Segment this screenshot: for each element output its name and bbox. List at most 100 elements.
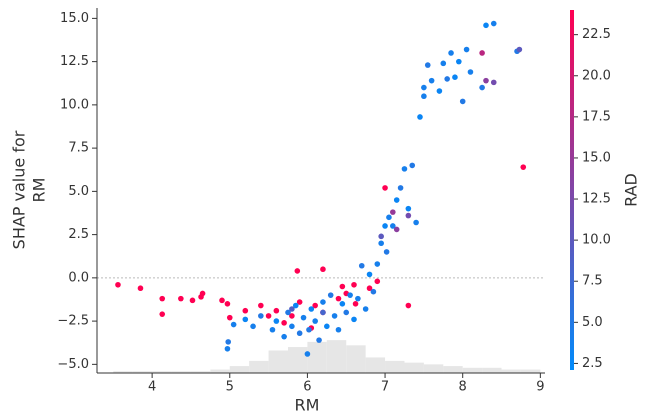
point [390,223,396,229]
point [382,223,388,229]
point [159,295,166,302]
colorbar-tick-label: 15.0 [582,150,611,165]
point [366,271,373,278]
point [296,299,303,305]
histogram-bar [249,360,269,373]
point [115,281,121,288]
x-tick-label: 6 [303,380,311,395]
point [386,214,392,221]
y-tick-label: 15.0 [60,11,89,26]
colorbar-tick-label: 12.5 [582,192,611,207]
point [378,233,384,240]
point [405,212,412,219]
point [242,307,249,314]
point [343,309,350,316]
histogram-bar [443,366,463,373]
histogram-bar [190,371,211,373]
point [405,302,412,309]
point [265,313,272,319]
x-tick-label: 4 [148,380,156,395]
point [347,292,353,298]
point [224,301,231,307]
point [273,318,280,324]
x-tick-label: 5 [226,380,234,395]
point [300,314,307,321]
point [335,295,342,302]
colorbar-tick-label: 2.5 [582,356,603,371]
point [285,309,291,316]
point [316,337,322,343]
histogram-bar [520,369,541,373]
histogram-bar [210,369,230,373]
colorbar [570,10,574,370]
point [393,226,400,233]
point [312,302,318,309]
point [366,285,373,292]
point [421,84,427,91]
point [421,93,427,100]
point [374,261,381,267]
y-axis-label: SHAP value for [10,130,29,249]
point [258,313,264,319]
point [159,311,166,317]
histogram-bar [152,371,172,373]
histogram-bar [385,360,405,373]
point [436,88,443,94]
point [242,316,249,323]
y-tick-label: 5.0 [68,184,89,199]
point [428,77,435,84]
point [362,306,369,312]
histogram-bar [288,347,308,373]
x-tick-label: 8 [459,380,467,395]
point [490,79,497,86]
point [294,268,301,274]
point [324,323,330,330]
point [289,306,295,312]
point [378,240,384,247]
point [467,69,474,75]
point [358,262,365,269]
histogram-bar [346,345,366,373]
point [479,50,485,56]
y-tick-label: −5.0 [57,357,89,372]
point [490,20,497,27]
histogram-bar [113,371,133,373]
y-tick-label: 0.0 [68,270,89,285]
point [444,76,450,82]
point [289,323,295,330]
histogram-bar [307,341,327,373]
point [483,22,489,29]
point [250,323,256,330]
point [409,162,416,169]
histogram-bar [171,371,191,373]
histogram-bar [482,367,502,373]
point [219,297,225,304]
histogram-bar [229,366,250,373]
colorbar-tick-label: 22.5 [582,27,611,42]
point [281,320,287,326]
point [331,313,338,319]
point [296,330,303,337]
point [390,209,396,215]
point [393,197,400,203]
point [269,326,276,333]
point [448,50,454,56]
point [226,314,233,321]
x-tick-label: 7 [381,380,389,395]
y-tick-label: −2.5 [57,314,89,329]
point [456,58,462,65]
point [306,326,312,333]
y-tick-label: 10.0 [60,97,89,112]
point [374,278,381,285]
point [292,302,299,309]
y-tick-label: 12.5 [60,54,89,69]
point [281,333,287,340]
colorbar-tick-label: 20.0 [582,68,611,83]
point [230,321,237,328]
x-axis-label: RM [295,396,320,415]
point [401,166,408,172]
point [440,60,447,67]
histogram-bar [132,371,153,373]
histogram-bar [462,367,483,373]
